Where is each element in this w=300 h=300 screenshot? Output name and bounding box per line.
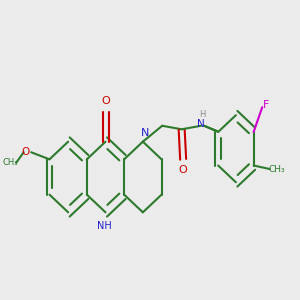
Text: O: O [22, 147, 30, 157]
Text: H: H [200, 110, 206, 119]
Text: N: N [141, 128, 149, 138]
Text: CH₃: CH₃ [268, 164, 285, 173]
Text: O: O [179, 165, 188, 175]
Text: F: F [263, 100, 269, 110]
Text: NH: NH [97, 221, 111, 231]
Text: O: O [101, 96, 110, 106]
Text: CH₃: CH₃ [3, 158, 19, 167]
Text: N: N [197, 119, 205, 129]
